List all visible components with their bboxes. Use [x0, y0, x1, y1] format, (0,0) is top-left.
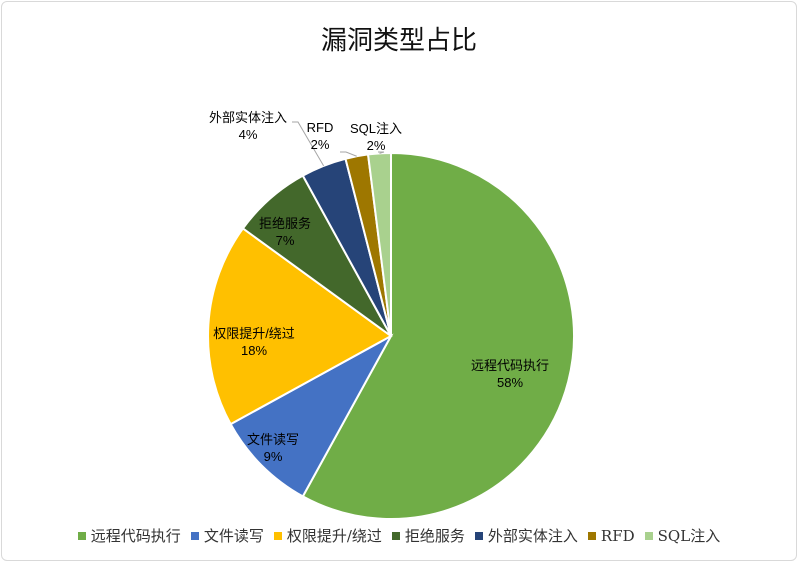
legend-label: 文件读写: [203, 527, 264, 545]
leader-line: [378, 151, 385, 154]
legend-swatch: [644, 531, 653, 540]
legend-label: RFD: [600, 526, 635, 545]
leader-lines: [292, 121, 385, 167]
slice-label: RFD 2%: [307, 120, 334, 152]
legend-item: 权限提升/绕过: [273, 525, 382, 546]
slice-label: SQL注入 2%: [350, 121, 402, 153]
legend-item: 文件读写: [190, 525, 264, 546]
legend: 远程代码执行 文件读写 权限提升/绕过 拒绝服务 外部实体注入 RFD SQL注入: [2, 525, 796, 546]
chart-title: 漏洞类型占比: [320, 26, 477, 56]
legend-item: 拒绝服务: [391, 525, 465, 546]
legend-item: SQL注入: [644, 525, 721, 546]
legend-swatch: [190, 531, 199, 540]
pie-slices: [207, 151, 575, 520]
slice-label: 远程代码执行 58%: [471, 358, 549, 390]
slice-label: 拒绝服务 7%: [259, 216, 311, 248]
slice-label: 外部实体注入 4%: [209, 110, 287, 142]
legend-label: 拒绝服务: [404, 527, 465, 545]
legend-swatch: [474, 531, 483, 540]
legend-swatch: [587, 531, 596, 540]
leader-line: [292, 121, 325, 167]
pie-slice: [229, 333, 394, 498]
legend-swatch: [273, 531, 282, 540]
legend-swatch: [77, 531, 86, 540]
legend-item: RFD: [587, 526, 635, 545]
pie-slice: [301, 151, 575, 520]
legend-label: SQL注入: [657, 527, 721, 545]
pie-slice: [207, 227, 393, 426]
legend-swatch: [391, 531, 400, 540]
legend-item: 外部实体注入: [474, 525, 578, 546]
legend-label: 权限提升/绕过: [286, 527, 382, 545]
legend-label: 外部实体注入: [487, 527, 578, 545]
legend-item: 远程代码执行: [77, 525, 181, 546]
slice-label: 文件读写 9%: [247, 432, 299, 464]
leader-line: [340, 151, 357, 157]
legend-label: 远程代码执行: [90, 527, 181, 545]
slice-label: 权限提升/绕过 18%: [213, 326, 295, 358]
slice-labels: 远程代码执行 58% 文件读写 9% 权限提升/绕过 18% 拒绝服务 7% 外部实体注入 4% R…: [209, 110, 549, 464]
